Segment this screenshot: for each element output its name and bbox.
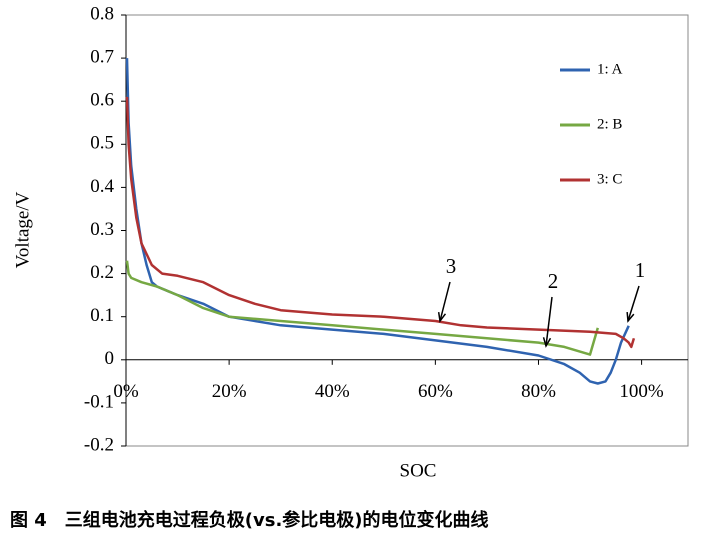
series-line <box>125 58 630 385</box>
x-tick-label: 40% <box>315 381 350 402</box>
x-tick-label: 0% <box>113 381 139 402</box>
y-tick-label: 0.3 <box>90 219 114 240</box>
x-tick-label: 60% <box>418 381 453 402</box>
annotation-arrow <box>439 281 451 322</box>
annotation: 1 <box>635 258 646 282</box>
x-axis-label: SOC <box>400 460 437 481</box>
y-tick-label: 0.6 <box>90 90 114 111</box>
caption: 图 4 三组电池充电过程负极(vs.参比电极)的电位变化曲线 <box>10 509 489 531</box>
y-tick-label: 0.2 <box>90 262 114 283</box>
y-tick-label: 0.8 <box>90 3 114 24</box>
y-tick-label: 0.4 <box>90 176 114 197</box>
legend-label: 2: B <box>597 116 622 132</box>
annotation-arrow <box>545 296 553 347</box>
y-axis-label: Voltage/V <box>12 191 33 268</box>
x-tick-label: 80% <box>521 381 556 402</box>
x-tick-label: 100% <box>619 381 664 402</box>
annotation-arrow <box>627 285 640 322</box>
y-tick-label: -0.2 <box>84 434 114 455</box>
annotation-arrowhead <box>437 311 447 323</box>
annotation-arrowhead <box>626 311 635 323</box>
y-tick-label: -0.1 <box>84 391 114 412</box>
x-tick-label: 20% <box>212 381 247 402</box>
series-line <box>125 96 636 349</box>
y-tick-label: 0.1 <box>90 305 114 326</box>
legend-label: 1: A <box>597 61 623 77</box>
annotation-arrowhead <box>542 337 552 348</box>
series-line <box>125 260 599 356</box>
legend-label: 3: C <box>597 171 622 187</box>
y-tick-label: 0 <box>105 348 115 369</box>
annotation: 2 <box>548 269 559 293</box>
annotation: 3 <box>446 254 457 278</box>
y-tick-label: 0.7 <box>90 46 114 67</box>
y-tick-label: 0.5 <box>90 133 114 154</box>
